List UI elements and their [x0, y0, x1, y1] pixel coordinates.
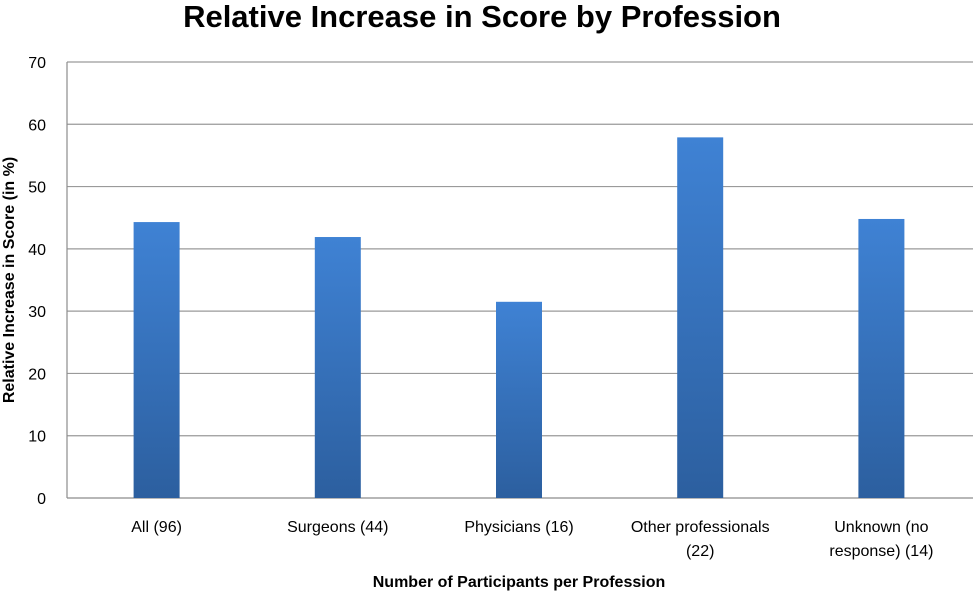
x-tick-label: Other professionals (22) [631, 519, 770, 560]
y-tick-label: 60 [28, 117, 46, 134]
y-tick-label: 0 [37, 491, 46, 508]
y-tick-label: 20 [28, 366, 46, 383]
bar [858, 218, 905, 498]
x-tick-label: Surgeons (44) [287, 519, 388, 536]
bar [677, 137, 724, 498]
bar [496, 301, 542, 498]
y-tick-label: 30 [28, 304, 46, 321]
y-tick-label: 40 [28, 242, 46, 259]
y-axis-label: Relative Increase in Score (in %) [1, 157, 18, 403]
y-tick-label: 70 [28, 55, 46, 72]
x-tick-label: Physicians (16) [464, 519, 573, 536]
x-axis-label: Number of Participants per Profession [373, 574, 666, 591]
bar [133, 222, 180, 498]
x-tick-label: Unknown (no response) (14) [829, 519, 933, 560]
chart-title: Relative Increase in Score by Profession [183, 0, 781, 34]
x-tick-label: All (96) [131, 519, 182, 536]
y-tick-label: 10 [28, 429, 46, 446]
y-tick-label: 50 [28, 180, 46, 197]
bar [314, 237, 361, 498]
